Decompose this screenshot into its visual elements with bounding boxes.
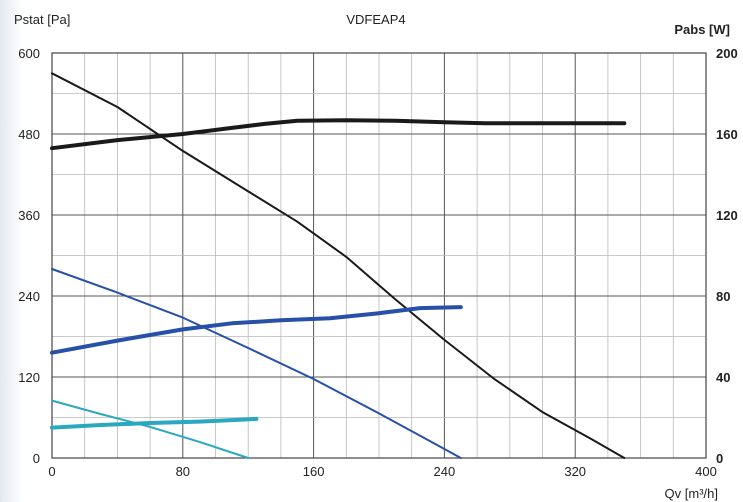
power-curve-4 xyxy=(50,305,463,355)
pressure-curve-1 xyxy=(51,72,626,459)
x-tick-label: 240 xyxy=(434,464,456,479)
y-left-tick-label: 360 xyxy=(18,208,40,223)
power-curve-6 xyxy=(50,416,259,430)
y-right-tick-label: 0 xyxy=(716,451,723,466)
y-left-tick-label: 600 xyxy=(18,46,40,61)
plot-frame xyxy=(51,52,707,459)
pressure-curve-5 xyxy=(51,399,250,459)
x-tick-label: 80 xyxy=(176,464,190,479)
chart-title: VDFEAP4 xyxy=(346,12,405,27)
y-right-tick-label: 80 xyxy=(716,289,730,304)
x-tick-label: 160 xyxy=(303,464,325,479)
y-left-tick-label: 240 xyxy=(18,289,40,304)
pressure-curve-3 xyxy=(51,268,462,459)
x-tick-label: 0 xyxy=(48,464,55,479)
y-left-tick-label: 0 xyxy=(33,451,40,466)
power-curve-2 xyxy=(50,118,627,151)
left-edge-shade xyxy=(0,0,24,502)
y-right-axis-label: Pabs [W] xyxy=(674,22,730,37)
x-tick-label: 400 xyxy=(695,464,717,479)
y-left-axis-label: Pstat [Pa] xyxy=(14,12,70,27)
x-tick-label: 320 xyxy=(564,464,586,479)
y-right-tick-label: 160 xyxy=(716,127,738,142)
y-right-tick-label: 40 xyxy=(716,370,730,385)
y-left-tick-label: 120 xyxy=(18,370,40,385)
tick-labels: 0 80 160 240 320 4000120240360480600040801201… xyxy=(18,46,737,479)
grid xyxy=(52,53,706,458)
series-lines xyxy=(50,72,627,459)
y-right-tick-label: 200 xyxy=(716,46,738,61)
y-left-tick-label: 480 xyxy=(18,127,40,142)
x-axis-label: Qv [m³/h] xyxy=(665,486,718,501)
y-right-tick-label: 120 xyxy=(716,208,738,223)
plot-border xyxy=(51,52,707,459)
